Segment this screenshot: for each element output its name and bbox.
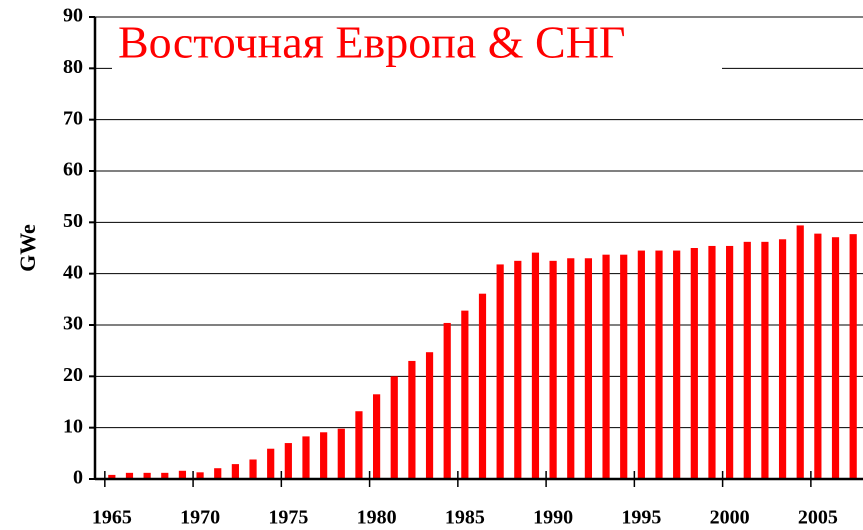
bar <box>690 248 698 479</box>
bar <box>655 250 663 479</box>
bar <box>143 472 151 479</box>
bar <box>814 233 822 479</box>
bar <box>743 241 751 479</box>
x-tick-label: 1975 <box>268 507 308 529</box>
bar <box>496 264 504 479</box>
bar <box>708 245 716 479</box>
bar <box>267 448 275 479</box>
bar <box>337 428 345 479</box>
bar <box>443 322 451 479</box>
bar <box>849 234 857 479</box>
bar <box>372 394 381 479</box>
x-tick-label: 1970 <box>180 507 220 529</box>
bar <box>125 472 134 479</box>
bar <box>320 432 328 479</box>
y-tick-label: 60 <box>63 159 83 181</box>
bar <box>673 250 681 479</box>
bar <box>637 250 645 479</box>
bar <box>178 470 187 479</box>
bar <box>831 237 840 479</box>
bar <box>302 436 310 479</box>
bar <box>549 260 557 479</box>
x-tick-label: 2005 <box>798 507 838 529</box>
bar <box>796 225 804 479</box>
bar <box>196 472 204 479</box>
x-tick-label: 1995 <box>621 507 661 529</box>
x-tick-label: 2000 <box>710 507 750 529</box>
x-tick-label: 1965 <box>92 507 132 529</box>
bar <box>108 474 116 479</box>
bar <box>514 260 522 479</box>
y-tick-label: 80 <box>63 56 83 78</box>
bar <box>778 239 787 479</box>
y-tick-label: 10 <box>63 415 83 437</box>
bar <box>425 352 434 479</box>
bar <box>390 376 398 479</box>
y-tick-label: 50 <box>63 210 83 232</box>
title-background <box>112 20 722 70</box>
bar <box>284 443 292 479</box>
chart-title: Восточная Европа & СНГ <box>118 17 626 68</box>
y-tick-label: 40 <box>63 261 83 283</box>
bar <box>461 310 469 479</box>
bar <box>531 252 540 479</box>
x-tick-label: 1985 <box>445 507 485 529</box>
y-tick-label: 0 <box>73 467 83 489</box>
bar <box>355 411 363 479</box>
bar <box>726 245 734 479</box>
bar <box>478 293 487 479</box>
bar <box>584 258 593 479</box>
bar <box>408 360 416 479</box>
y-tick-label: 30 <box>63 313 83 335</box>
y-tick-label: 90 <box>63 5 83 27</box>
bar <box>602 254 610 479</box>
bar <box>161 472 169 479</box>
bar <box>214 468 222 479</box>
bar <box>249 459 257 479</box>
y-tick-label: 70 <box>63 107 83 129</box>
bar <box>567 258 575 479</box>
x-tick-label: 1990 <box>533 507 573 529</box>
y-tick-label: 20 <box>63 364 83 386</box>
bar <box>761 241 769 479</box>
bar <box>620 254 628 479</box>
y-axis-label: GWe <box>15 224 40 272</box>
x-tick-label: 1980 <box>357 507 397 529</box>
bar <box>231 464 239 479</box>
